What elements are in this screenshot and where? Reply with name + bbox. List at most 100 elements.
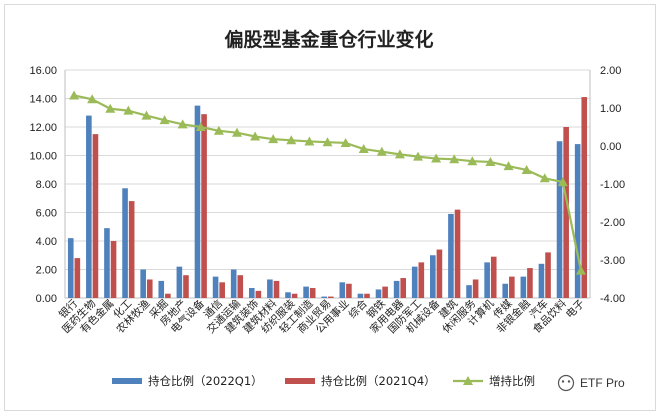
line-marker xyxy=(449,154,460,164)
legend-swatch xyxy=(112,378,142,384)
bar-2021q4 xyxy=(328,296,334,298)
bar-2021q4 xyxy=(545,252,551,298)
bar-2022q1 xyxy=(393,280,400,298)
legend-marker xyxy=(463,376,473,385)
watermark-text: ETF Pro xyxy=(580,376,625,390)
bar-2021q4 xyxy=(472,279,479,298)
line-marker xyxy=(105,103,116,113)
bar-2022q1 xyxy=(86,115,92,298)
line-marker xyxy=(304,136,315,146)
line-marker xyxy=(286,135,297,145)
bar-2022q1 xyxy=(285,292,291,298)
bar-2021q4 xyxy=(273,280,280,298)
left-y-tick-label: 2.00 xyxy=(36,265,57,277)
x-axis-categories: 银行医药生物有色金属化工农林牧渔采掘房地产电气设备通信交通运输建筑装饰建筑材料纺… xyxy=(56,297,587,336)
bar-2022q1 xyxy=(556,141,563,298)
bar-2021q4 xyxy=(309,288,316,298)
increase-ratio-line xyxy=(69,90,586,275)
bar-2022q1 xyxy=(574,144,581,298)
bar-2022q1 xyxy=(230,269,237,298)
line-marker xyxy=(394,149,405,159)
bar-2022q1 xyxy=(212,276,219,298)
legend-label: 持仓比例（2022Q1） xyxy=(148,374,263,388)
bar-2022q1 xyxy=(448,213,454,298)
bar-2021q4 xyxy=(346,283,352,298)
bar-2021q4 xyxy=(74,258,81,298)
bar-2022q1 xyxy=(430,255,436,298)
bar-2022q1 xyxy=(104,228,110,298)
bar-2022q1 xyxy=(520,276,527,298)
legend-swatch xyxy=(285,378,315,384)
right-y-tick-label: -2.00 xyxy=(600,217,625,229)
bar-2021q4 xyxy=(219,282,225,298)
line-marker xyxy=(141,110,152,120)
line-marker xyxy=(159,115,170,125)
bar-2022q1 xyxy=(484,262,490,298)
line-marker xyxy=(213,125,224,135)
gridlines xyxy=(65,69,590,299)
bar-2021q4 xyxy=(581,97,588,298)
left-y-tick-label: 12.00 xyxy=(29,122,57,134)
right-y-tick-label: -3.00 xyxy=(600,255,625,267)
bar-2021q4 xyxy=(201,114,207,298)
bar-2022q1 xyxy=(122,188,128,298)
bar-2022q1 xyxy=(194,105,201,298)
bar-2021q4 xyxy=(436,249,443,298)
bar-2021q4 xyxy=(183,275,189,298)
line-marker xyxy=(503,161,514,171)
line-marker xyxy=(268,134,279,144)
right-y-tick-label: 1.00 xyxy=(600,103,621,115)
bar-2021q4 xyxy=(146,279,153,298)
watermark: ETF Pro xyxy=(557,374,625,392)
bar-2022q1 xyxy=(538,263,545,298)
bar-2022q1 xyxy=(502,283,509,298)
bar-2021q4 xyxy=(382,286,388,298)
line-marker xyxy=(575,265,586,275)
bar-2021q4 xyxy=(165,293,171,298)
left-y-tick-label: 14.00 xyxy=(29,94,57,106)
bar-2022q1 xyxy=(303,286,309,298)
line-marker xyxy=(87,94,98,104)
line-marker xyxy=(376,146,387,156)
bar-2021q4 xyxy=(128,201,135,298)
bar-2021q4 xyxy=(364,293,370,298)
line-marker xyxy=(521,164,532,174)
line-marker xyxy=(485,156,496,166)
bar-2021q4 xyxy=(237,275,244,298)
bar-2022q1 xyxy=(466,285,472,298)
x-category-label: 综合 xyxy=(346,297,370,321)
line-marker xyxy=(123,105,134,115)
right-y-tick-label: -4.00 xyxy=(600,293,625,305)
line-marker xyxy=(539,173,550,183)
bar-2021q4 xyxy=(527,268,533,298)
line-marker xyxy=(340,137,351,147)
line-marker xyxy=(431,153,442,163)
bar-2021q4 xyxy=(110,241,117,298)
bars xyxy=(67,97,588,298)
legend-label: 增持比例 xyxy=(489,374,535,388)
line-marker xyxy=(231,127,242,137)
line-marker xyxy=(177,119,188,129)
wechat-logo-icon xyxy=(557,374,575,392)
bar-2022q1 xyxy=(158,280,165,298)
legend: 持仓比例（2022Q1） 持仓比例（2021Q4） 增持比例 xyxy=(112,374,535,388)
line-path xyxy=(73,94,583,271)
chart-title: 偏股型基金重仓行业变化 xyxy=(224,28,433,51)
left-y-tick-label: 6.00 xyxy=(36,208,57,220)
bar-2021q4 xyxy=(490,256,497,298)
bar-2021q4 xyxy=(255,290,262,298)
right-y-tick-label: -1.00 xyxy=(600,179,625,191)
line-marker xyxy=(69,90,80,100)
chart-frame xyxy=(4,4,656,411)
right-y-tick-label: 2.00 xyxy=(600,65,621,77)
bar-2022q1 xyxy=(267,279,273,298)
bar-2021q4 xyxy=(92,134,99,298)
bar-2021q4 xyxy=(418,262,425,298)
line-marker xyxy=(413,151,424,161)
legend-label: 持仓比例（2021Q4） xyxy=(321,374,436,388)
bar-2021q4 xyxy=(509,276,515,298)
line-marker xyxy=(195,122,206,131)
x-category-label: 电子 xyxy=(563,297,587,321)
line-marker xyxy=(250,131,261,141)
